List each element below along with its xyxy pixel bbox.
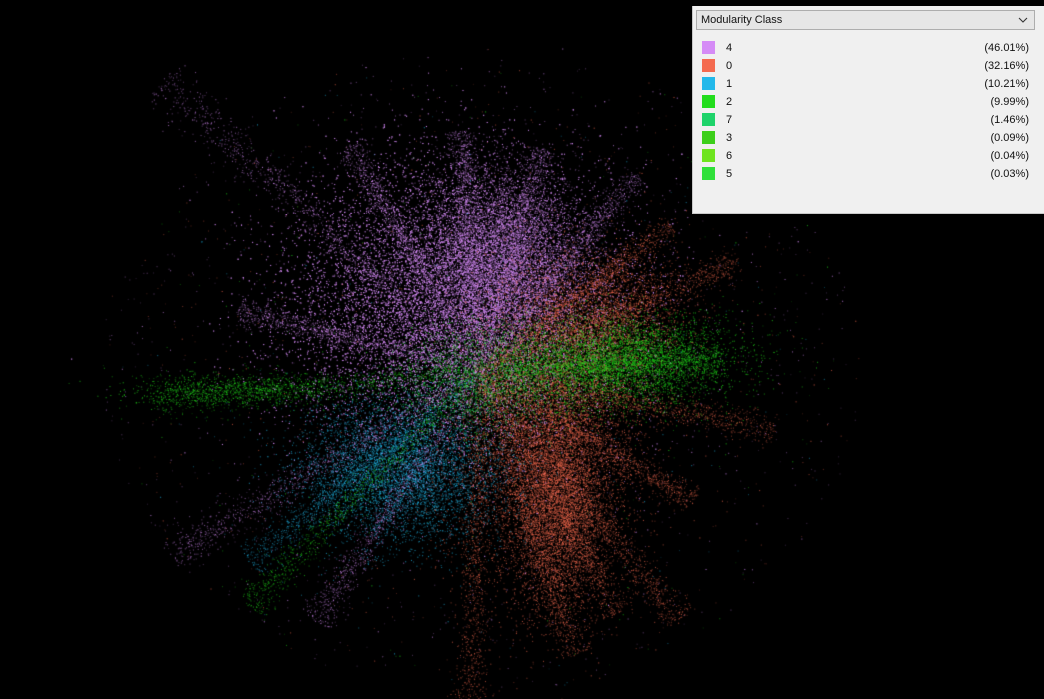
legend-color-swatch[interactable] (702, 95, 715, 108)
legend-color-swatch[interactable] (702, 59, 715, 72)
legend-class-label: 0 (726, 60, 733, 72)
legend-percentage: (0.03%) (990, 168, 1029, 180)
legend-list: 4 (46.01%) 0 (32.16%) 1 (10.21%) 2 (9.99%) 7 (1.4… (701, 39, 1029, 183)
legend-percentage: (1.46%) (990, 114, 1029, 126)
legend-color-swatch[interactable] (702, 167, 715, 180)
legend-color-swatch[interactable] (702, 131, 715, 144)
legend-percentage: (32.16%) (984, 60, 1029, 72)
legend-class-label: 2 (726, 96, 733, 108)
legend-class-label: 4 (726, 42, 733, 54)
legend-class-label: 3 (726, 132, 733, 144)
legend-item[interactable]: 3 (0.09%) (701, 129, 1029, 147)
partition-dropdown-value: Modularity Class (701, 14, 783, 26)
legend-item[interactable]: 1 (10.21%) (701, 75, 1029, 93)
legend-class-label: 7 (726, 114, 733, 126)
legend-color-swatch[interactable] (702, 113, 715, 126)
legend-item[interactable]: 4 (46.01%) (701, 39, 1029, 57)
legend-class-label: 5 (726, 168, 733, 180)
legend-class-label: 1 (726, 78, 733, 90)
legend-class-label: 6 (726, 150, 733, 162)
legend-percentage: (0.09%) (990, 132, 1029, 144)
partition-legend-panel: Modularity Class 4 (46.01%) 0 (32.16%) 1 (10.… (692, 6, 1044, 214)
legend-item[interactable]: 6 (0.04%) (701, 147, 1029, 165)
legend-item[interactable]: 7 (1.46%) (701, 111, 1029, 129)
legend-item[interactable]: 5 (0.03%) (701, 165, 1029, 183)
legend-color-swatch[interactable] (702, 41, 715, 54)
legend-percentage: (0.04%) (990, 150, 1029, 162)
chevron-down-icon[interactable] (1017, 11, 1029, 29)
legend-item[interactable]: 2 (9.99%) (701, 93, 1029, 111)
legend-item[interactable]: 0 (32.16%) (701, 57, 1029, 75)
legend-percentage: (46.01%) (984, 42, 1029, 54)
legend-percentage: (9.99%) (990, 96, 1029, 108)
legend-percentage: (10.21%) (984, 78, 1029, 90)
partition-dropdown[interactable]: Modularity Class (696, 10, 1035, 30)
legend-color-swatch[interactable] (702, 77, 715, 90)
legend-color-swatch[interactable] (702, 149, 715, 162)
